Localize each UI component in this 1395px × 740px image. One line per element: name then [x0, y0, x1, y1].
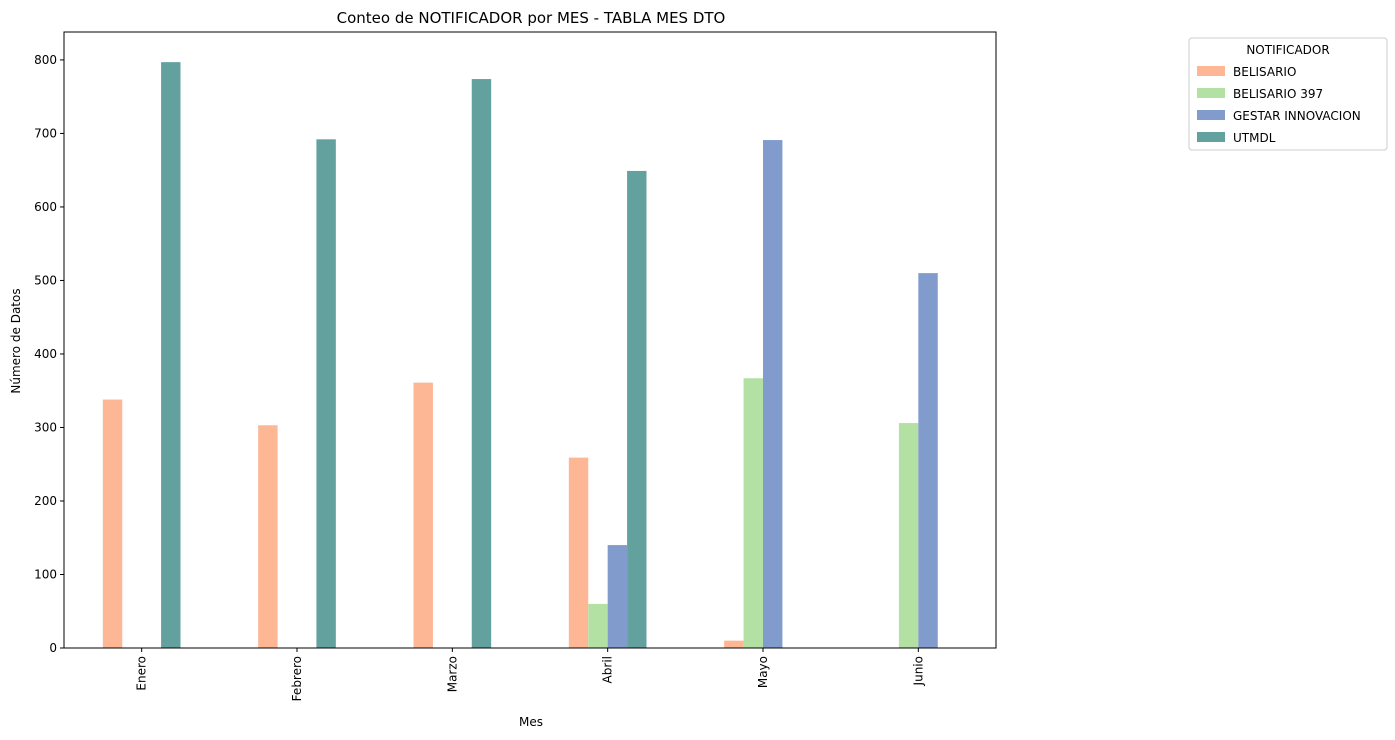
y-tick-label: 500 — [34, 273, 57, 287]
y-tick-label: 600 — [34, 200, 57, 214]
legend-label: GESTAR INNOVACION — [1233, 109, 1361, 123]
legend-label: UTMDL — [1233, 131, 1276, 145]
bar-belisario-marzo — [413, 382, 433, 648]
bar-belisario-abril — [568, 457, 589, 648]
x-tick-label: Abril — [601, 656, 615, 683]
bar-belisario-397-junio — [898, 423, 919, 648]
bar-belisario-mayo — [724, 640, 744, 648]
plot-area: 0 100 200 300 400 500 600 700 800 Enero Febrero Mar… — [34, 31, 997, 701]
x-tick-label: Enero — [135, 656, 149, 691]
bar-belisario-397-mayo — [743, 378, 763, 648]
legend-label: BELISARIO — [1233, 65, 1296, 79]
bar-belisario-enero — [102, 399, 123, 648]
x-tick-label: Marzo — [445, 656, 459, 692]
chart-title: Conteo de NOTIFICADOR por MES - TABLA ME… — [337, 9, 726, 27]
x-tick-label: Mayo — [756, 656, 770, 688]
legend-box — [1188, 37, 1388, 151]
y-tick-label: 700 — [34, 126, 57, 140]
legend-swatch — [1197, 110, 1225, 120]
bar-utmdl-febrero — [316, 139, 336, 648]
legend-label: BELISARIO 397 — [1233, 87, 1323, 101]
x-tick-label: Febrero — [290, 656, 304, 701]
bar-utmdl-abril — [627, 170, 647, 648]
axes-frame — [63, 31, 997, 649]
y-tick-label: 200 — [34, 494, 57, 508]
legend-title: NOTIFICADOR — [1246, 43, 1329, 57]
y-tick-label: 400 — [34, 347, 57, 361]
bar-utmdl-marzo — [471, 79, 492, 648]
y-tick-label: 100 — [34, 567, 57, 581]
x-axis-label: Mes — [519, 715, 543, 729]
bar-gestar-innovacion-abril — [607, 545, 628, 648]
x-tick-label: Junio — [911, 656, 925, 686]
y-axis-label: Número de Datos — [9, 288, 23, 393]
bar-gestar-innovacion-mayo — [763, 140, 783, 648]
bar-belisario-febrero — [258, 425, 278, 648]
bar-utmdl-enero — [161, 62, 181, 648]
legend-swatch — [1197, 88, 1225, 98]
y-tick-label: 300 — [34, 420, 57, 434]
y-tick-label: 0 — [49, 641, 57, 655]
y-tick-label: 800 — [34, 53, 57, 67]
legend-swatch — [1197, 66, 1225, 76]
bar-belisario-397-abril — [588, 603, 608, 648]
bar-gestar-innovacion-junio — [918, 273, 938, 648]
legend-swatch — [1197, 132, 1225, 142]
legend: NOTIFICADOR BELISARIO BELISARIO 397 GESTAR … — [1188, 37, 1388, 151]
